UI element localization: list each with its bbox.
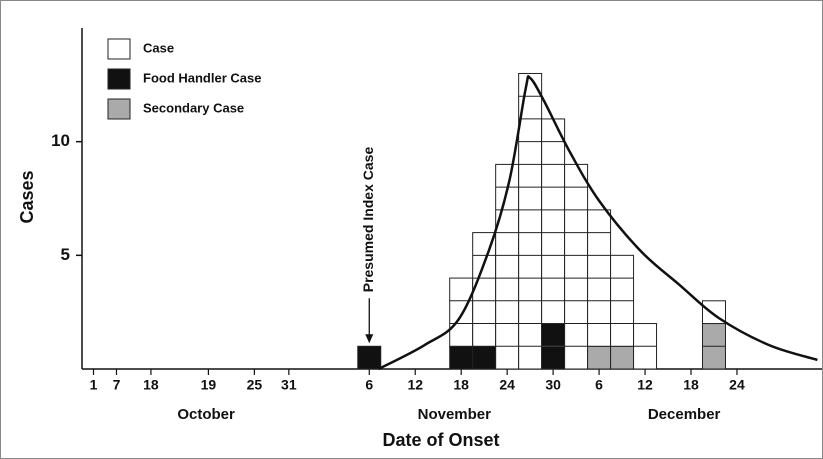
x-tick-label: 6 [595,377,603,393]
bar-segment [541,118,566,325]
bar-segment [564,163,589,370]
bar-segment [357,345,382,370]
annotation-arrowhead [365,334,374,344]
x-tick-label: 25 [247,377,263,393]
x-tick-label: 18 [453,377,469,393]
bar-segment [518,72,543,370]
bar-segment [449,277,474,347]
legend-swatch [107,68,131,90]
legend-swatch [107,38,131,60]
y-tick-label: 10 [51,131,70,150]
month-label: November [418,406,492,423]
x-tick-label: 1 [90,377,98,393]
legend-label: Secondary Case [143,100,244,115]
bar-segment [472,345,497,370]
x-tick-label: 18 [143,377,159,393]
legend-label: Food Handler Case [143,70,261,85]
x-tick-label: 6 [365,377,373,393]
x-tick-label: 12 [637,377,653,393]
x-axis-label: Date of Onset [382,430,499,450]
month-label: October [177,406,235,423]
x-tick-label: 30 [545,377,561,393]
fit-curve [377,75,818,371]
bar-segment [610,345,635,370]
month-label: December [648,406,721,423]
x-tick-label: 24 [729,377,745,393]
x-tick-label: 31 [281,377,297,393]
legend-swatch [107,98,131,120]
x-tick-label: 24 [499,377,515,393]
x-tick-label: 18 [683,377,699,393]
bar-segment [449,345,474,370]
y-axis-label: Cases [17,170,37,223]
x-tick-label: 19 [201,377,217,393]
bar-segment [472,232,497,347]
x-tick-label: 12 [407,377,423,393]
bar-segment [587,345,612,370]
legend-label: Case [143,40,174,55]
annotation: Presumed Index Case [360,147,376,293]
y-tick-label: 5 [61,245,70,264]
x-tick-label: 7 [113,377,121,393]
